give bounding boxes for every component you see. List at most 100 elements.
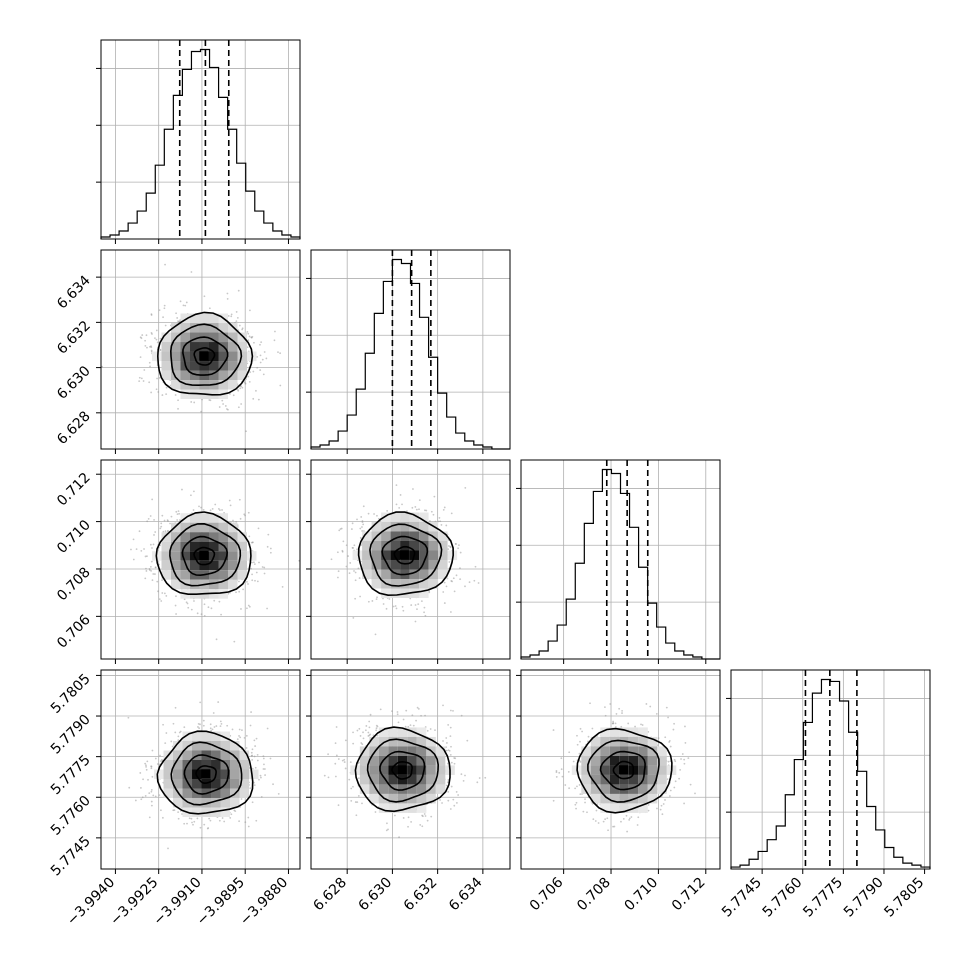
density-cell [409, 521, 420, 532]
density-cell [208, 560, 219, 571]
scatter-point [279, 384, 282, 387]
contour-line [393, 545, 416, 565]
scatter-point [209, 723, 212, 726]
scatter-point [356, 729, 359, 732]
scatter-point [375, 727, 378, 730]
scatter-point [356, 518, 358, 521]
scatter-point [234, 810, 237, 812]
density-cell [359, 746, 370, 756]
scatter-point [165, 732, 168, 734]
scatter-point [159, 337, 162, 340]
scatter-point [330, 558, 333, 561]
density-cell [390, 559, 401, 570]
scatter-point [367, 512, 370, 515]
scatter-point [197, 726, 199, 728]
density-cell [170, 522, 181, 533]
scatter-point [666, 778, 669, 781]
scatter-point [167, 847, 169, 850]
scatter-point [376, 514, 378, 517]
density-cell [657, 774, 667, 785]
scatter-point [232, 519, 234, 522]
histogram-bar [767, 840, 776, 869]
scatter-point [259, 354, 262, 357]
density-cell [590, 755, 601, 766]
density-cell [161, 370, 171, 381]
density-cell [416, 736, 427, 747]
density-cell [378, 774, 389, 785]
scatter-point [235, 311, 238, 313]
scatter-point [212, 712, 215, 714]
scatter-point [618, 707, 621, 710]
scatter-point [345, 544, 348, 547]
scatter-point [367, 600, 370, 603]
scatter-point [620, 820, 622, 823]
density-cell [381, 512, 391, 522]
scatter-point [246, 607, 248, 610]
density-cell [230, 778, 240, 789]
scatter-point [263, 351, 266, 353]
scatter-point [158, 376, 161, 379]
scatter-point [148, 569, 151, 571]
scatter-point [185, 601, 188, 604]
scatter-point [255, 389, 257, 392]
scatter-point [244, 514, 246, 517]
density-cell [647, 774, 658, 785]
density-cell [201, 740, 212, 751]
scatter-point [376, 734, 379, 737]
density-cell [227, 551, 238, 561]
density-cell [211, 759, 221, 770]
density-cell [220, 788, 231, 798]
scatter-point [261, 566, 264, 568]
density-cell [390, 540, 401, 551]
density-cell [237, 351, 247, 362]
density-cell [647, 746, 658, 756]
density-cell [189, 323, 200, 333]
scatter-point [645, 703, 648, 705]
scatter-point [406, 510, 408, 513]
scatter-point [457, 794, 460, 796]
scatter-point [604, 706, 606, 709]
scatter-point [218, 600, 221, 603]
density-cell [239, 759, 250, 770]
scatter-point [191, 821, 193, 824]
density-cell [438, 531, 448, 541]
scatter-point [687, 757, 690, 760]
density-cell [381, 521, 391, 532]
panel-frame [310, 249, 511, 450]
density-cell [428, 578, 439, 589]
histogram-bar [164, 129, 173, 239]
histogram-bar [338, 431, 347, 449]
scatter-point [166, 519, 169, 522]
scatter-point [395, 484, 398, 487]
scatter-point [424, 509, 426, 512]
scatter-point [432, 513, 435, 516]
scatter-point [455, 791, 458, 793]
scatter-point [253, 784, 256, 787]
scatter-point [266, 727, 269, 730]
scatter-point [615, 713, 618, 715]
scatter-point [152, 794, 155, 797]
scatter-point [238, 590, 241, 593]
scatter-point [448, 749, 451, 752]
density-cell [359, 755, 370, 766]
scatter-point [439, 520, 442, 523]
density-cell [211, 778, 221, 789]
scatter-point [449, 753, 452, 756]
scatter-point [257, 398, 260, 401]
scatter-point [464, 774, 466, 777]
histogram-bar [675, 651, 684, 659]
scatter-point [217, 508, 220, 510]
scatter-point [668, 795, 671, 797]
scatter-point [256, 759, 259, 762]
scatter-point [257, 527, 260, 530]
density-cell [581, 755, 591, 766]
density-cell [409, 531, 420, 541]
density-cell [218, 323, 228, 333]
density-cell [220, 759, 231, 770]
scatter-point [576, 785, 578, 788]
density-cell [218, 551, 228, 561]
scatter-point [661, 813, 664, 816]
scatter-point [460, 773, 463, 776]
scatter-point [226, 298, 229, 300]
density-cell [362, 531, 372, 541]
